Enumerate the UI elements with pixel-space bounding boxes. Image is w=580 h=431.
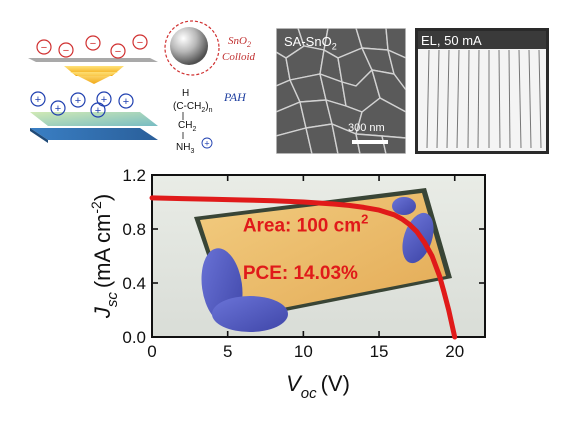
plus-glyph: + <box>55 103 61 115</box>
substrate-layer <box>30 128 158 140</box>
x-tick-label: 0 <box>147 342 156 361</box>
glove-thumb <box>392 197 416 215</box>
formula-h: H <box>182 88 189 99</box>
y-tick-label: 0.0 <box>122 328 146 347</box>
glove-palm <box>212 296 288 332</box>
top-plate <box>28 58 158 62</box>
negative-charges: − − − − − <box>36 34 148 59</box>
plus-charge: + <box>118 93 134 109</box>
formula-ch2: CH2 <box>178 120 196 133</box>
plus-charge: + <box>70 92 86 108</box>
x-tick-label: 15 <box>370 342 389 361</box>
minus-glyph: − <box>90 38 96 50</box>
formula-chain: (C-CH2)n <box>173 101 213 114</box>
scale-bar-line <box>352 140 388 144</box>
chart-series <box>149 195 458 340</box>
colloid-sphere-icon <box>170 27 208 65</box>
jv-chart: 0 5 10 15 20 0.0 0.4 0.8 1.2 Area: 100 cm2 PCE: 1… <box>88 166 486 402</box>
plus-glyph: + <box>101 94 107 106</box>
positive-charges: + + + + + + <box>30 91 134 118</box>
el-texture <box>415 28 549 154</box>
x-axis-title: Voc (V) <box>286 371 350 402</box>
minus-charge: − <box>85 35 101 51</box>
y-axis-title: Jsc(mA cm-2) <box>88 194 121 319</box>
minus-glyph: − <box>137 37 143 49</box>
chart-annotations: Area: 100 cm2 PCE: 14.03% <box>243 212 369 284</box>
minus-charge: − <box>36 39 52 55</box>
sem-texture <box>276 28 406 154</box>
plus-charge: + <box>96 91 112 107</box>
plus-charge: + <box>50 100 66 116</box>
arrow-tip <box>70 72 118 84</box>
minus-glyph: − <box>63 45 69 57</box>
sem-image: SA-SnO2 300 nm <box>276 28 406 154</box>
jv-curve <box>149 195 458 340</box>
minus-charge: − <box>110 43 126 59</box>
formula-plus: + <box>204 139 209 149</box>
chart-ticks: 0 5 10 15 20 0.0 0.4 0.8 1.2 <box>122 166 485 361</box>
pah-formula: H (C-CH2)n CH2 NH3 + <box>173 88 213 155</box>
chart-axes <box>151 174 486 338</box>
el-label: EL, 50 mA <box>421 33 482 48</box>
x-tick-label: 20 <box>445 342 464 361</box>
solar-cell-area <box>200 193 446 318</box>
substrate-edge <box>30 128 48 143</box>
minus-glyph: − <box>115 46 121 58</box>
plus-glyph: + <box>123 96 129 108</box>
y-tick-label: 0.4 <box>122 274 146 293</box>
colloid-label-1: SnO2 <box>228 35 251 49</box>
scale-bar-label: 300 nm <box>348 122 385 134</box>
plus-glyph: + <box>95 105 101 117</box>
minus-glyph: − <box>41 42 47 54</box>
pah-label: PAH <box>223 90 247 104</box>
device-photo <box>152 175 485 337</box>
sem-label: SA-SnO2 <box>284 34 337 52</box>
formula-nh3: NH3 <box>176 142 194 155</box>
annotation-label: Area: 100 cm2 <box>243 212 369 237</box>
minus-charge: − <box>132 34 148 50</box>
schematic-diagram: − − − − − + + + + + + SnO2 Colloid H <box>28 20 256 155</box>
plus-glyph: + <box>35 94 41 106</box>
minus-charge: − <box>58 42 74 58</box>
annotation-label: PCE: 14.03% <box>243 263 358 284</box>
x-tick-label: 10 <box>294 342 313 361</box>
plus-charge: + <box>30 91 46 107</box>
plot-frame <box>151 174 486 338</box>
el-image: EL, 50 mA <box>415 28 549 154</box>
plus-glyph: + <box>75 95 81 107</box>
y-tick-label: 1.2 <box>122 166 146 185</box>
y-tick-label: 0.8 <box>122 220 146 239</box>
colloid-label-2: Colloid <box>222 51 256 63</box>
pah-layer <box>30 112 158 126</box>
colloid-shell <box>164 20 220 76</box>
x-tick-label: 5 <box>223 342 232 361</box>
